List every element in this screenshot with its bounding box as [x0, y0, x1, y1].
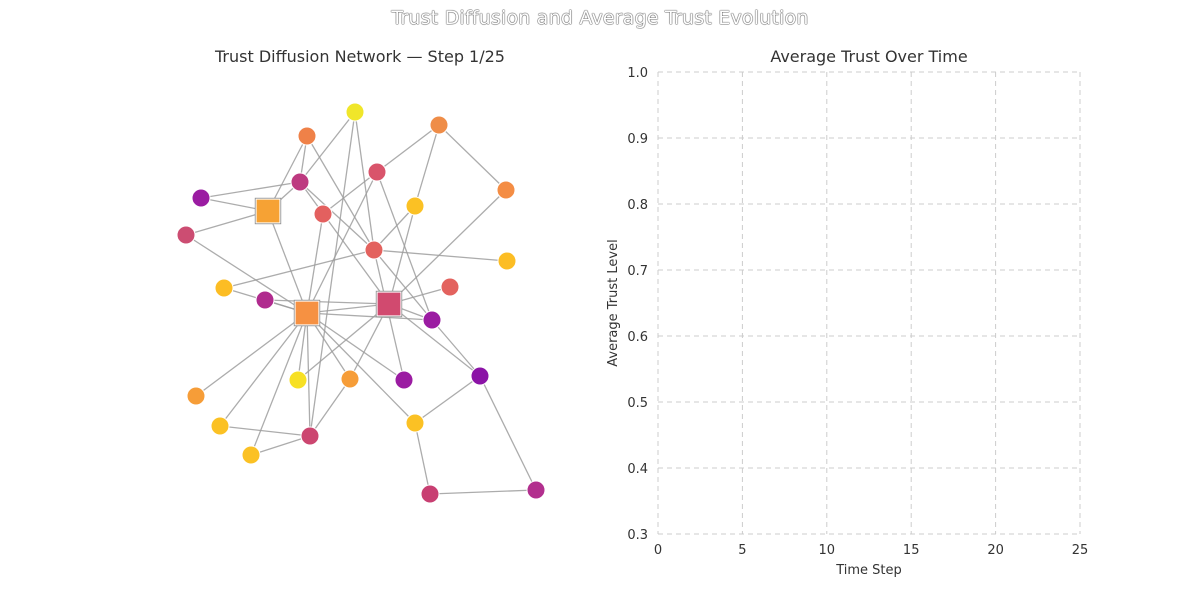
network-edge [306, 213, 324, 314]
network-edge [250, 312, 308, 456]
x-tick-label: 25 [1072, 543, 1089, 558]
network-node [345, 102, 365, 122]
y-tick-label: 0.3 [627, 528, 648, 543]
network-edges [185, 111, 537, 495]
network-edge [306, 135, 375, 251]
network-title: Trust Diffusion Network — Step 1/25 [215, 47, 505, 66]
network-node [191, 188, 211, 208]
network-node [186, 386, 206, 406]
network-edge [306, 312, 405, 381]
network-edge [429, 489, 537, 495]
x-tick-label: 0 [654, 543, 662, 558]
x-tick-label: 10 [819, 543, 836, 558]
network-edge [299, 181, 375, 251]
network-node [300, 426, 320, 446]
y-tick-label: 0.6 [627, 330, 648, 345]
influencer-node [376, 291, 402, 317]
network-node [429, 115, 449, 135]
network-edge [306, 312, 433, 321]
network-edge [306, 312, 416, 424]
network-node [422, 310, 442, 330]
network-node [288, 370, 308, 390]
network-edge [414, 375, 481, 424]
network-node [440, 277, 460, 297]
network-node [420, 484, 440, 504]
network-edge [373, 205, 416, 251]
grid-lines [657, 71, 1081, 535]
y-tick-label: 0.5 [627, 396, 648, 411]
network-edge [388, 303, 481, 377]
network-edge [264, 299, 390, 305]
network-edge [200, 181, 301, 199]
network-edge [306, 312, 311, 437]
y-tick-label: 0.7 [627, 264, 648, 279]
network-edge [388, 189, 507, 305]
network-edge [322, 171, 378, 215]
x-tick-label: 15 [903, 543, 920, 558]
network-edge [414, 422, 431, 495]
network-node [340, 369, 360, 389]
network-edge [479, 375, 537, 491]
network-edge [431, 319, 481, 377]
network-edge [219, 425, 311, 437]
y-tick-label: 0.9 [627, 132, 648, 147]
network-edge [438, 124, 507, 191]
network-edge [306, 171, 378, 314]
network-edge [299, 111, 356, 183]
tick-labels: 0 5 10 15 20 25 0.3 0.4 0.5 0.6 0.7 0.8 0.9 1.0 [627, 66, 1088, 558]
network-edge [267, 210, 308, 314]
figure-title: Trust Diffusion and Average Trust Evolut… [391, 7, 809, 29]
chart-title: Average Trust Over Time [770, 47, 968, 66]
network-edge [388, 205, 416, 305]
y-tick-label: 0.4 [627, 462, 648, 477]
network-node [405, 196, 425, 216]
network-edge [223, 249, 375, 289]
network-edge [250, 435, 311, 456]
network-edge [306, 303, 390, 314]
network-edge [414, 124, 440, 207]
network-node [394, 370, 414, 390]
x-axis-label: Time Step [835, 563, 902, 578]
network-node [255, 290, 275, 310]
network-node [526, 480, 546, 500]
network-node [405, 413, 425, 433]
network-nodes [176, 102, 546, 504]
network-edge [309, 111, 356, 437]
trust-network-graph [176, 102, 546, 504]
network-edge [373, 249, 433, 321]
y-tick-label: 1.0 [627, 66, 648, 81]
network-node [497, 251, 517, 271]
network-edge [219, 312, 308, 427]
network-node [297, 126, 317, 146]
y-axis-label: Average Trust Level [606, 239, 621, 366]
network-node [241, 445, 261, 465]
y-tick-label: 0.8 [627, 198, 648, 213]
network-edge [376, 124, 440, 173]
influencer-node-outline [375, 290, 403, 318]
network-node [470, 366, 490, 386]
influencer-node [294, 300, 320, 326]
network-node [364, 240, 384, 260]
network-edge [195, 312, 308, 397]
network-edge [185, 234, 308, 314]
x-tick-label: 5 [738, 543, 746, 558]
network-edge [299, 181, 390, 305]
network-edge [309, 378, 351, 437]
influencer-node-outline [293, 299, 321, 327]
network-node [313, 204, 333, 224]
network-node [214, 278, 234, 298]
network-node [496, 180, 516, 200]
x-tick-label: 20 [987, 543, 1004, 558]
influencer-node-outline [254, 197, 282, 225]
influencer-node [255, 198, 281, 224]
network-node [367, 162, 387, 182]
network-node [176, 225, 196, 245]
network-node [210, 416, 230, 436]
network-node [290, 172, 310, 192]
network-edge [185, 210, 269, 236]
network-edge [373, 249, 508, 262]
